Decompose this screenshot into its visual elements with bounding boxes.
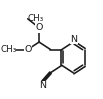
Text: CH₃: CH₃: [28, 14, 44, 23]
Text: O: O: [24, 45, 31, 54]
Text: N: N: [39, 81, 46, 90]
Text: CH₃: CH₃: [0, 45, 16, 54]
Text: O: O: [35, 23, 43, 32]
Text: N: N: [70, 35, 77, 44]
